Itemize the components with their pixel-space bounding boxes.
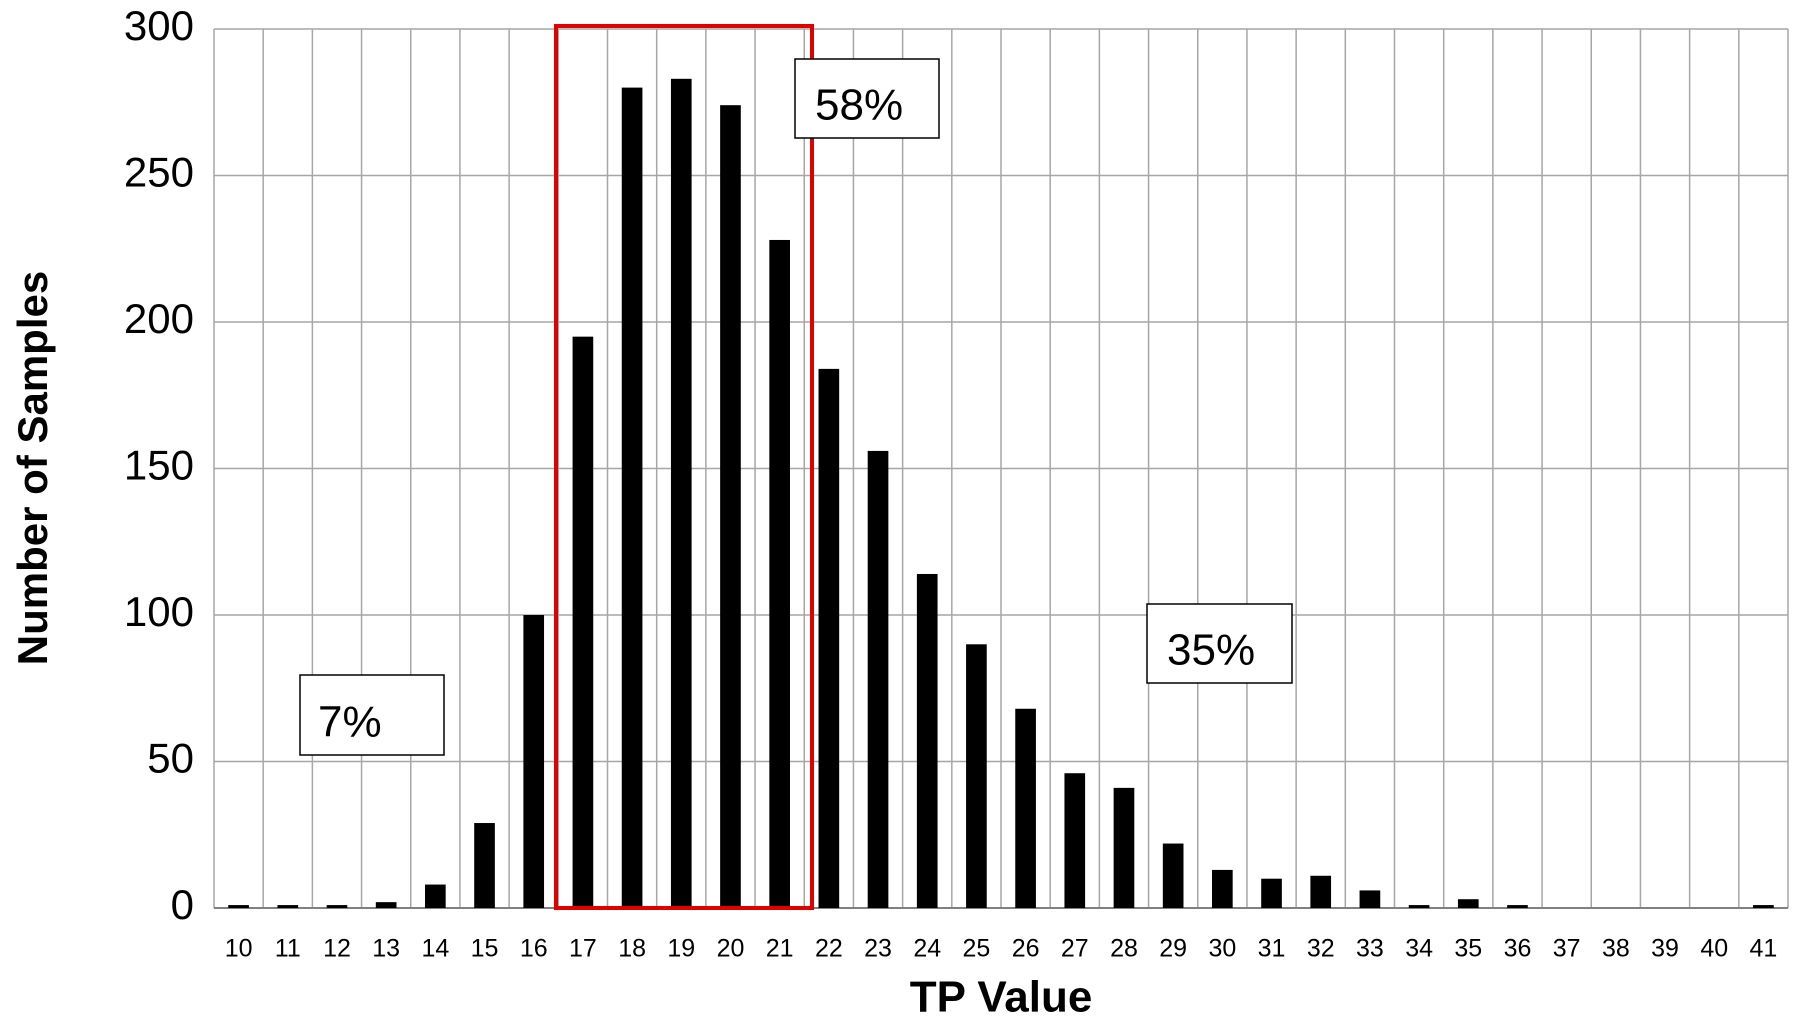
bar — [228, 905, 249, 908]
y-tick-label: 250 — [124, 149, 194, 196]
bar — [1507, 905, 1528, 908]
annotation: 58% — [815, 81, 903, 130]
bar — [1064, 773, 1086, 908]
annotation: 35% — [1167, 626, 1255, 675]
x-tick-label: 30 — [1208, 935, 1236, 963]
annotation-box — [1146, 603, 1293, 684]
x-axis-label: TP Value — [910, 973, 1093, 1020]
bar — [572, 336, 594, 908]
bar — [375, 902, 397, 908]
x-tick-label: 41 — [1750, 935, 1778, 963]
x-tick-label: 34 — [1405, 935, 1433, 963]
x-tick-label: 38 — [1602, 935, 1630, 963]
x-tick-label: 15 — [471, 935, 499, 963]
x-tick-label: 33 — [1356, 935, 1384, 963]
y-axis-label: Number of Samples — [9, 271, 56, 665]
bar — [1310, 875, 1332, 908]
x-tick-label: 29 — [1159, 935, 1187, 963]
bar — [1113, 787, 1135, 908]
annotation-box — [794, 58, 940, 139]
bar — [966, 644, 987, 908]
y-tick-label: 100 — [124, 588, 194, 635]
x-tick-label: 22 — [815, 935, 843, 963]
bar — [1753, 905, 1774, 908]
x-tick-label: 24 — [913, 935, 941, 963]
x-tick-label: 10 — [225, 935, 253, 963]
y-tick-label: 300 — [124, 2, 194, 49]
x-tick-label: 11 — [275, 935, 301, 963]
x-tick-label: 32 — [1307, 935, 1335, 963]
x-tick-label: 26 — [1012, 935, 1040, 963]
x-tick-label: 21 — [766, 935, 794, 963]
x-tick-label: 31 — [1258, 935, 1286, 963]
x-tick-label: 13 — [372, 935, 400, 963]
x-tick-label: 19 — [667, 935, 695, 963]
x-tick-label: 23 — [864, 935, 892, 963]
bar — [326, 905, 348, 908]
grid — [213, 28, 1789, 909]
x-tick-label: 16 — [520, 935, 548, 963]
x-tick-label: 35 — [1454, 935, 1482, 963]
bar — [1015, 708, 1036, 908]
x-tick-label: 18 — [618, 935, 646, 963]
x-tick-label: 12 — [323, 935, 351, 963]
bar — [1261, 878, 1282, 908]
x-tick-label: 25 — [963, 935, 991, 963]
bar — [769, 239, 790, 908]
y-tick-label: 50 — [147, 735, 194, 782]
bar — [818, 368, 840, 908]
bar — [916, 573, 938, 908]
bar — [1408, 905, 1430, 908]
bar — [670, 78, 692, 908]
bar — [1359, 890, 1381, 908]
y-tick-label: 200 — [124, 295, 194, 342]
y-tick-label: 150 — [124, 442, 194, 489]
annotation: 7% — [318, 698, 382, 747]
bar — [523, 615, 545, 908]
x-tick-label: 39 — [1651, 935, 1679, 963]
x-tick-label: 28 — [1110, 935, 1138, 963]
bar — [621, 87, 643, 909]
x-tick-label: 17 — [569, 935, 597, 963]
bars — [228, 78, 1774, 909]
highlight-box — [554, 24, 814, 910]
x-tick-label: 36 — [1504, 935, 1532, 963]
bar — [277, 905, 299, 908]
annotation-box — [299, 674, 445, 756]
bar — [1162, 843, 1184, 908]
x-tick-label: 20 — [717, 935, 745, 963]
y-tick-label: 0 — [171, 881, 194, 928]
bar — [1212, 869, 1233, 908]
bar — [474, 823, 495, 908]
x-tick-label: 27 — [1061, 935, 1089, 963]
x-tick-label: 14 — [421, 935, 449, 963]
x-tick-label: 37 — [1553, 935, 1581, 963]
bar — [1457, 899, 1479, 908]
bar — [425, 884, 446, 908]
bar — [867, 450, 889, 908]
bar — [720, 105, 741, 909]
x-tick-label: 40 — [1700, 935, 1728, 963]
